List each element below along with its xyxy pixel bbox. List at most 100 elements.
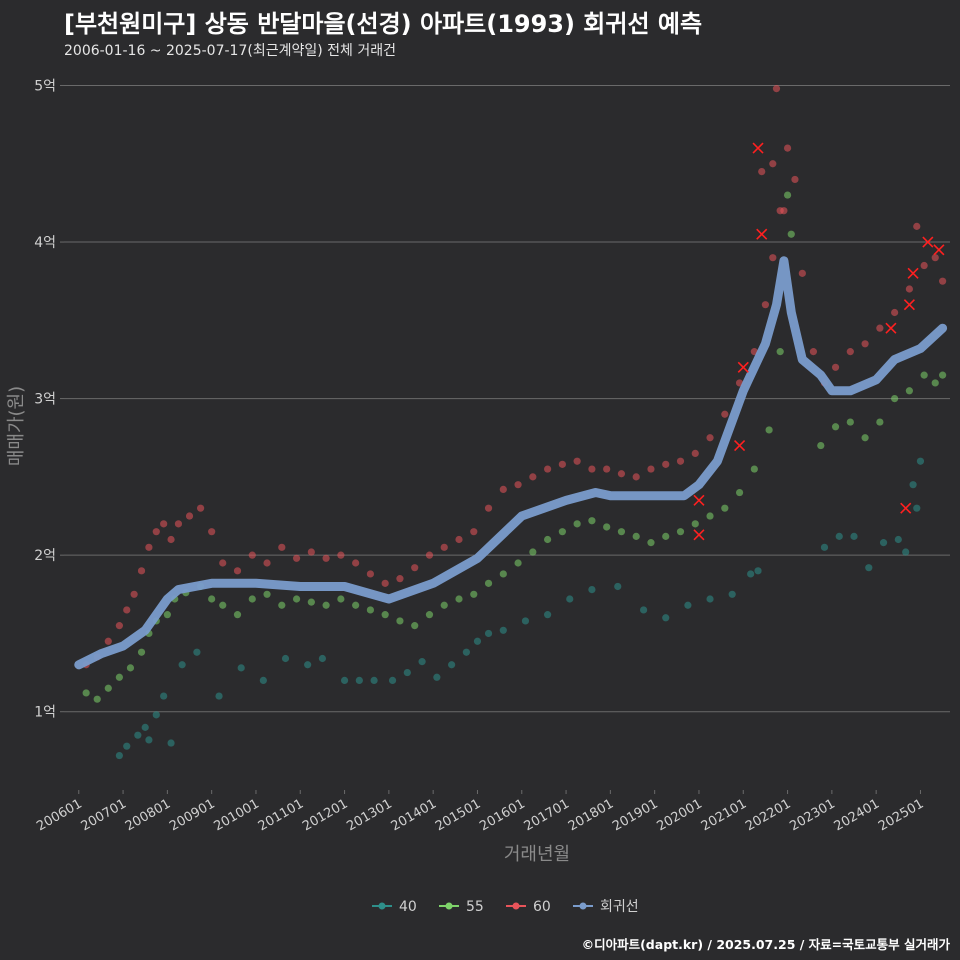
point-40 (909, 481, 917, 489)
point-60 (185, 512, 194, 520)
point-60 (876, 324, 884, 332)
point-60 (662, 460, 670, 468)
x-tick-label: 200601 (34, 796, 84, 834)
point-55 (115, 673, 123, 681)
point-55 (104, 684, 112, 692)
point-60 (603, 465, 611, 473)
point-55 (82, 689, 90, 697)
point-55 (499, 570, 507, 578)
cancelled-marker (756, 228, 768, 240)
point-60 (219, 559, 227, 567)
point-40 (167, 739, 175, 747)
point-60 (196, 504, 205, 512)
point-55 (765, 426, 773, 434)
legend-label: 회귀선 (600, 899, 639, 915)
point-60 (831, 363, 840, 371)
x-tick-label: 201901 (610, 796, 660, 834)
legend-label: 40 (399, 899, 417, 915)
legend-swatch (445, 902, 453, 910)
y-tick-label: 2억 (34, 548, 56, 564)
cancelled-marker (922, 236, 934, 248)
point-40 (499, 626, 507, 634)
point-55 (617, 528, 626, 536)
point-60 (174, 520, 183, 528)
point-40 (913, 504, 921, 512)
legend-swatch (378, 902, 386, 910)
point-60 (337, 551, 345, 559)
point-60 (791, 175, 799, 184)
point-40 (728, 590, 736, 598)
point-60 (931, 254, 939, 262)
point-55 (573, 520, 581, 528)
point-55 (787, 230, 795, 238)
point-60 (573, 457, 581, 465)
point-60 (499, 485, 507, 494)
point-60 (761, 301, 770, 309)
x-tick-label: 202501 (876, 796, 926, 834)
point-60 (115, 622, 123, 630)
x-tick-label: 201801 (566, 796, 616, 834)
point-40 (370, 676, 378, 685)
point-55 (931, 379, 939, 387)
point-60 (632, 473, 640, 481)
point-55 (93, 695, 101, 703)
point-55 (278, 601, 286, 609)
point-60 (514, 481, 522, 489)
point-60 (769, 254, 777, 262)
point-60 (307, 548, 315, 556)
point-55 (396, 617, 404, 625)
chart-title: [부천원미구] 상동 반달마을(선경) 아파트(1993) 회귀선 예측 (64, 10, 703, 38)
point-60 (208, 528, 216, 536)
point-40 (340, 676, 349, 685)
point-60 (233, 567, 242, 575)
y-tick-label: 4억 (34, 235, 56, 251)
cancelled-marker (885, 322, 897, 334)
point-40 (355, 676, 363, 685)
point-40 (304, 661, 312, 669)
cancelled-marker (737, 361, 749, 373)
cancelled-marker (907, 267, 919, 279)
point-55 (558, 528, 566, 536)
point-40 (134, 731, 142, 739)
point-60 (558, 460, 566, 468)
point-60 (160, 520, 168, 528)
point-60 (470, 528, 478, 536)
point-60 (588, 465, 596, 473)
point-60 (939, 277, 947, 285)
point-55 (337, 595, 345, 603)
point-60 (691, 449, 699, 457)
point-40 (281, 654, 290, 663)
point-60 (322, 554, 330, 562)
point-60 (278, 543, 286, 551)
point-55 (706, 512, 714, 520)
point-60 (145, 543, 153, 551)
point-40 (318, 654, 327, 663)
point-60 (484, 504, 493, 512)
point-40 (544, 611, 552, 619)
source-caption: ©디아파트(dapt.kr) / 2025.07.25 / 자료=국토교통부 실… (581, 937, 950, 952)
point-40 (521, 617, 530, 625)
x-tick-label: 202001 (654, 796, 704, 834)
point-60 (455, 535, 463, 544)
point-55 (750, 465, 758, 473)
point-55 (455, 595, 463, 603)
point-40 (614, 582, 622, 591)
series-55 (82, 191, 947, 703)
point-40 (754, 567, 762, 575)
series-40 (115, 457, 925, 760)
point-60 (104, 637, 112, 645)
point-55 (470, 590, 478, 598)
point-60 (544, 465, 552, 473)
point-55 (263, 590, 271, 598)
y-axis-title: 매매가(원) (6, 386, 27, 466)
point-55 (425, 611, 434, 619)
point-40 (588, 586, 596, 594)
cancelled-marker (734, 440, 746, 452)
point-60 (769, 160, 777, 168)
x-tick-label: 201001 (211, 796, 261, 834)
point-40 (662, 614, 670, 622)
point-55 (905, 387, 913, 395)
point-40 (462, 648, 470, 656)
x-tick-label: 201301 (344, 796, 394, 834)
